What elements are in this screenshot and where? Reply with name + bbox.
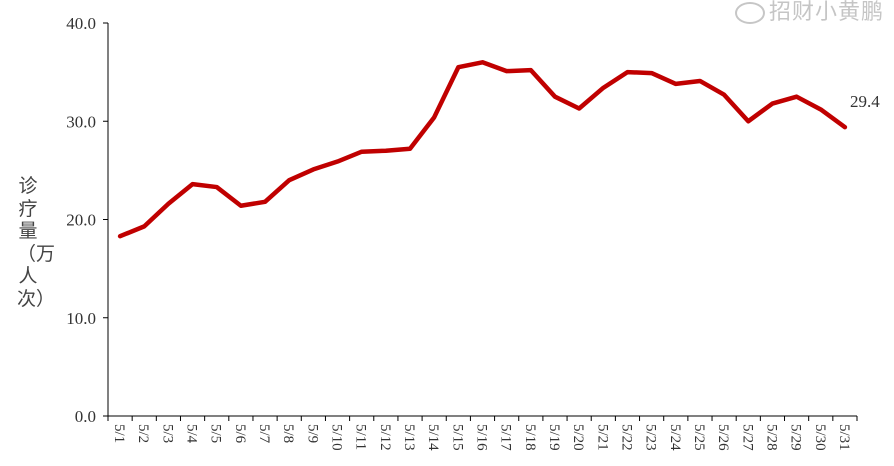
x-tick-label: 5/29 xyxy=(788,424,804,451)
x-tick-label: 5/26 xyxy=(715,424,731,451)
x-tick-label: 5/25 xyxy=(691,424,707,451)
x-tick-label: 5/20 xyxy=(570,424,586,451)
x-tick-label: 5/11 xyxy=(353,424,369,450)
x-tick-label: 5/5 xyxy=(208,424,224,443)
data-series-line xyxy=(117,60,848,239)
x-tick-label: 5/12 xyxy=(377,424,393,451)
x-tick-label: 5/6 xyxy=(232,424,248,444)
x-tick-label: 5/19 xyxy=(546,424,562,451)
x-tick-label: 5/27 xyxy=(739,424,755,451)
x-tick-label: 5/10 xyxy=(329,424,345,451)
x-tick-label: 5/4 xyxy=(184,424,200,444)
y-tick-label: 20.0 xyxy=(66,211,96,230)
x-tick-label: 5/31 xyxy=(836,424,852,451)
x-tick-label: 5/23 xyxy=(643,424,659,451)
x-tick-label: 5/28 xyxy=(763,424,779,451)
x-tick-label: 5/3 xyxy=(159,424,175,443)
y-tick-label: 40.0 xyxy=(66,14,96,33)
x-tick-label: 5/21 xyxy=(594,424,610,451)
x-tick-label: 5/14 xyxy=(425,424,441,451)
x-tick-label: 5/18 xyxy=(522,424,538,451)
x-tick-label: 5/15 xyxy=(449,424,465,451)
watermark-text: 招财小黄鹏 xyxy=(769,0,885,25)
x-tick-label: 5/22 xyxy=(618,424,634,451)
y-axis-label: 诊疗量（万人次） xyxy=(17,175,56,310)
x-tick-label: 5/16 xyxy=(474,424,490,451)
watermark: 招财小黄鹏 xyxy=(735,0,884,26)
x-tick-label: 5/24 xyxy=(667,424,683,451)
x-tick-label: 5/8 xyxy=(280,424,296,443)
y-tick-label: 30.0 xyxy=(66,112,96,131)
data-label: 29.4 xyxy=(850,92,880,111)
x-tick-label: 5/7 xyxy=(256,424,272,444)
x-tick-label: 5/30 xyxy=(812,424,828,451)
wechat-icon xyxy=(735,2,765,24)
y-tick-label: 10.0 xyxy=(66,309,96,328)
x-tick-label: 5/13 xyxy=(401,424,417,451)
x-tick-label: 5/9 xyxy=(304,424,320,443)
y-tick-label: 0.0 xyxy=(75,407,96,426)
x-tick-label: 5/2 xyxy=(135,424,151,443)
x-tick-label: 5/1 xyxy=(111,424,127,443)
x-tick-label: 5/17 xyxy=(498,424,514,451)
